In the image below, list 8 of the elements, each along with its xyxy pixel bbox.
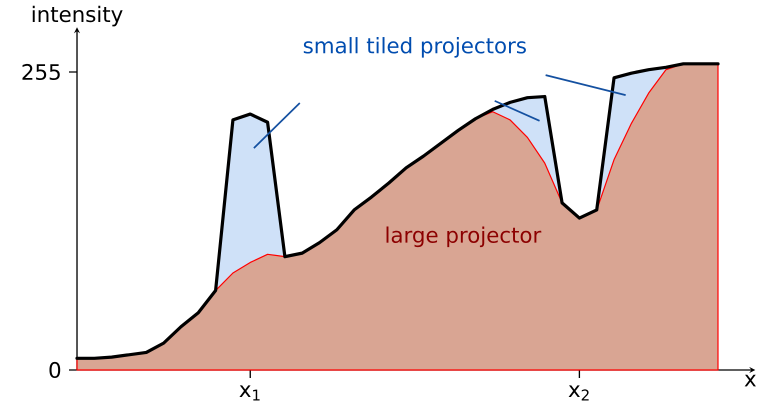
x-axis-title: x [744, 374, 756, 386]
x-tick-label: x$_{2}$ [568, 385, 589, 400]
y-axis-title: intensity [32, 6, 123, 26]
series-label: small tiled projectors [304, 37, 526, 58]
y-tick-label: 255 [22, 64, 60, 80]
y-tick-label: 0 [49, 362, 60, 378]
series-label: large projector [386, 226, 542, 248]
x-tick-label: x$_{1}$ [239, 385, 260, 400]
